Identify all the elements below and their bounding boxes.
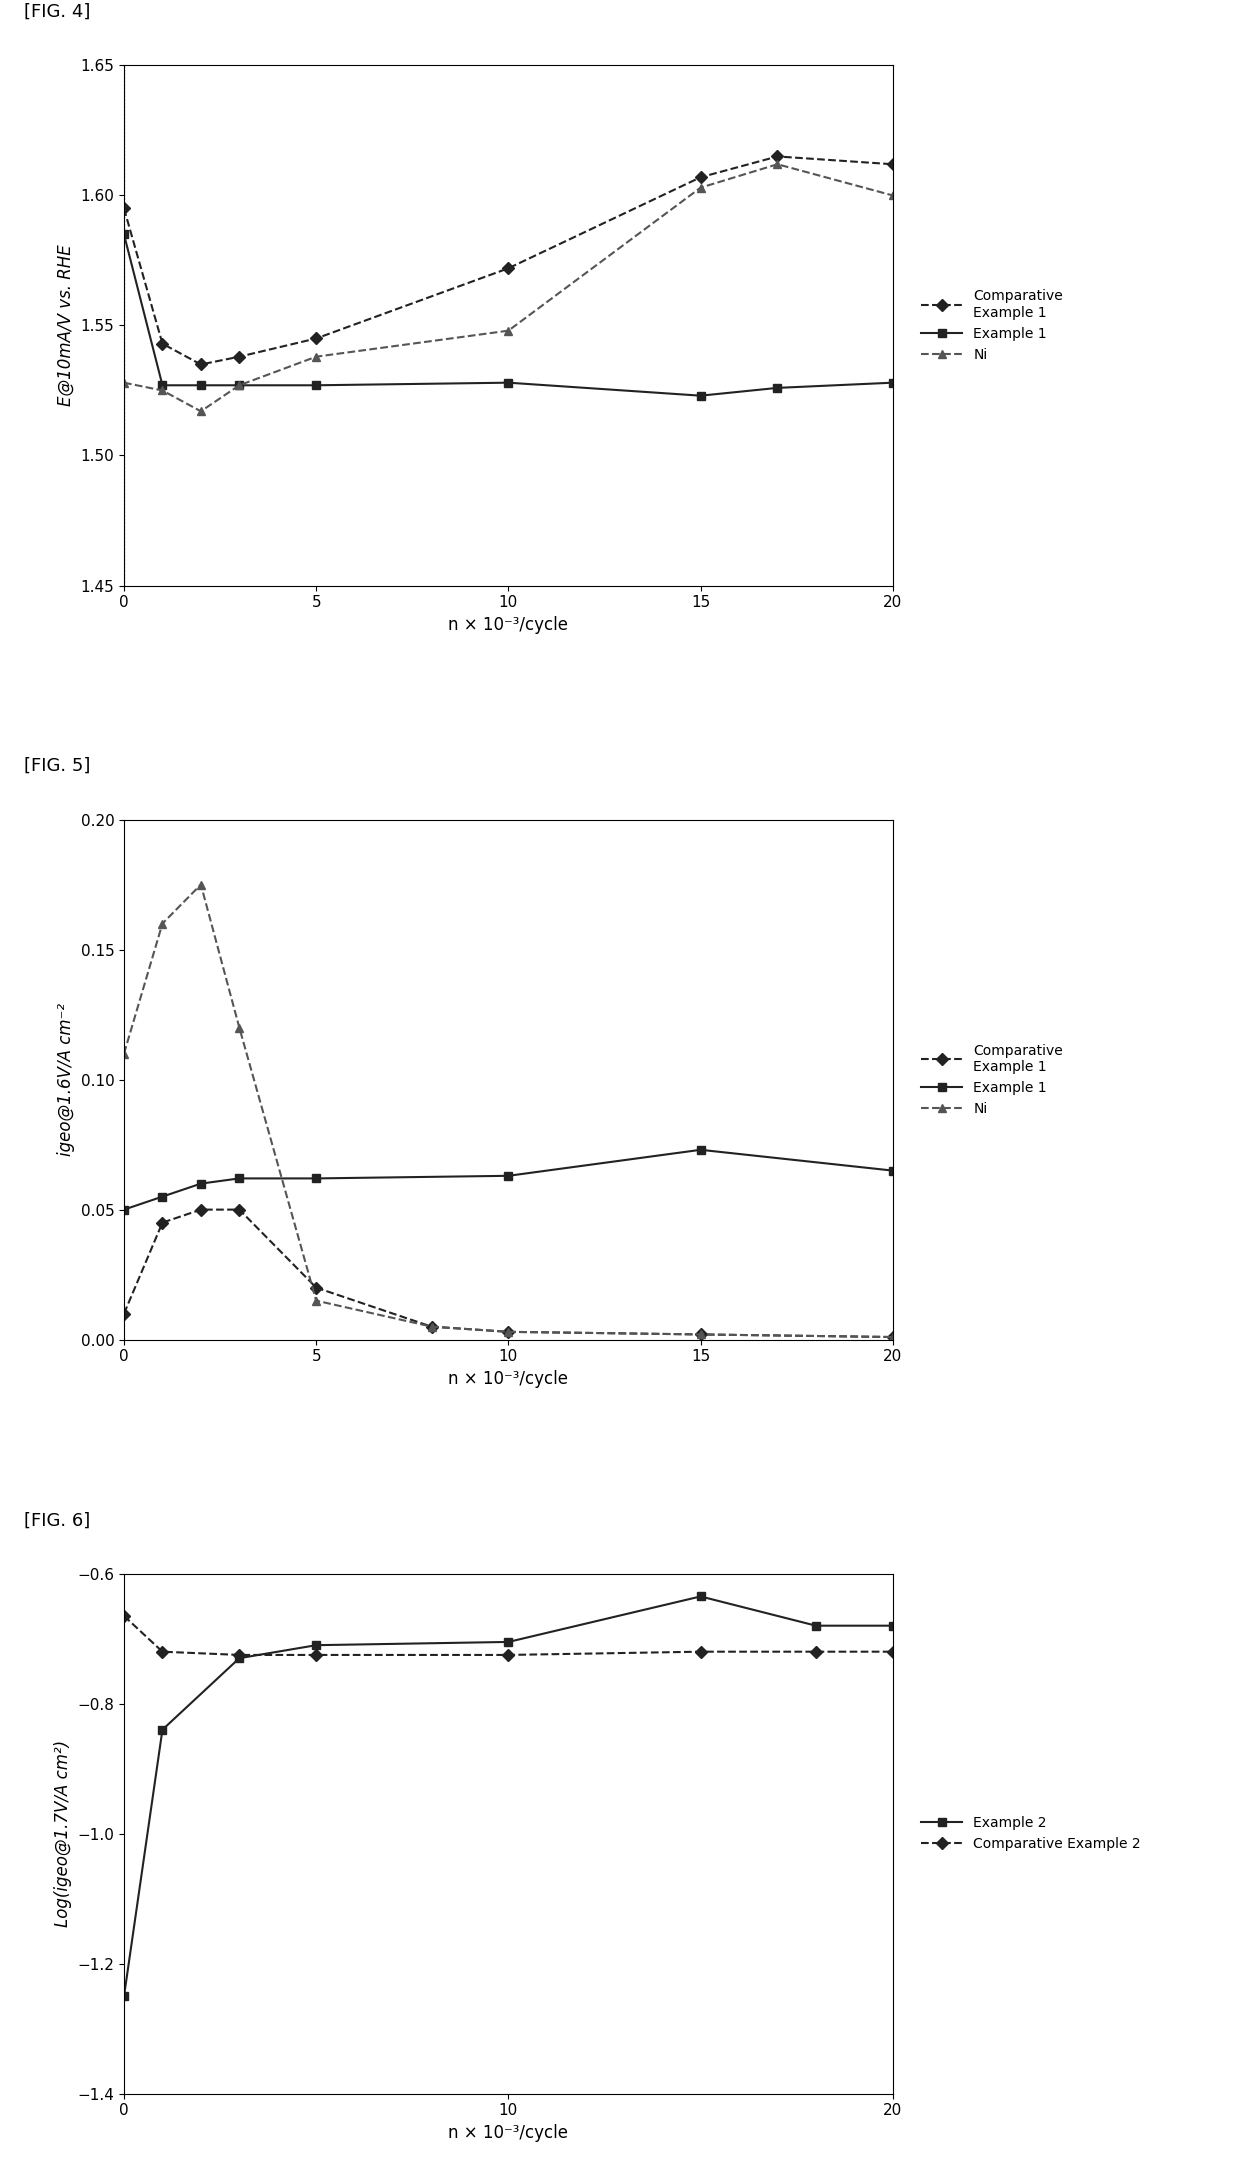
Comparative
Example 1 — [424, 1313, 439, 1339]
Example 2 — [117, 1983, 131, 2009]
Ni — [232, 373, 247, 399]
Legend: Comparative
Example 1, Example 1, Ni: Comparative Example 1, Example 1, Ni — [915, 1038, 1069, 1121]
Line: Example 2: Example 2 — [120, 1592, 897, 2000]
Comparative Example 2 — [155, 1638, 170, 1664]
Example 1 — [193, 1171, 208, 1197]
Ni — [501, 1320, 516, 1346]
Line: Ni: Ni — [120, 159, 897, 414]
Comparative
Example 1 — [117, 1300, 131, 1326]
X-axis label: n × 10⁻³/cycle: n × 10⁻³/cycle — [449, 615, 568, 635]
Comparative
Example 1 — [155, 332, 170, 358]
Example 2 — [693, 1583, 708, 1610]
Example 1 — [770, 375, 785, 401]
Comparative Example 2 — [117, 1603, 131, 1629]
Comparative
Example 1 — [309, 325, 324, 351]
Comparative
Example 1 — [232, 345, 247, 371]
Example 2 — [808, 1612, 823, 1638]
Line: Example 1: Example 1 — [120, 231, 897, 399]
Comparative
Example 1 — [693, 1322, 708, 1348]
Ni — [155, 909, 170, 936]
Text: [FIG. 5]: [FIG. 5] — [24, 757, 91, 774]
Example 1 — [232, 1165, 247, 1191]
Ni — [232, 1014, 247, 1040]
Example 1 — [155, 373, 170, 399]
Example 1 — [885, 1158, 900, 1184]
Ni — [309, 1287, 324, 1313]
Comparative Example 2 — [232, 1642, 247, 1668]
Ni — [501, 318, 516, 345]
Line: Comparative
Example 1: Comparative Example 1 — [120, 1206, 897, 1341]
Comparative
Example 1 — [885, 1324, 900, 1350]
Legend: Example 2, Comparative Example 2: Example 2, Comparative Example 2 — [915, 1810, 1147, 1856]
Text: [FIG. 4]: [FIG. 4] — [24, 2, 91, 22]
Line: Ni: Ni — [120, 881, 897, 1341]
Comparative
Example 1 — [117, 196, 131, 222]
Ni — [117, 369, 131, 395]
Comparative
Example 1 — [501, 255, 516, 281]
Comparative
Example 1 — [501, 1320, 516, 1346]
Line: Comparative
Example 1: Comparative Example 1 — [120, 153, 897, 369]
Ni — [885, 183, 900, 209]
Example 1 — [693, 382, 708, 408]
Comparative Example 2 — [808, 1638, 823, 1664]
Example 1 — [155, 1184, 170, 1210]
Example 1 — [117, 1197, 131, 1224]
Ni — [155, 377, 170, 403]
Example 1 — [501, 1162, 516, 1189]
Line: Example 1: Example 1 — [120, 1145, 897, 1215]
Example 1 — [309, 1165, 324, 1191]
Example 2 — [155, 1716, 170, 1743]
Ni — [193, 872, 208, 899]
Ni — [693, 174, 708, 201]
Comparative Example 2 — [309, 1642, 324, 1668]
Example 1 — [693, 1136, 708, 1162]
Y-axis label: igeo@1.6V/A cm⁻²: igeo@1.6V/A cm⁻² — [57, 1003, 74, 1156]
Ni — [117, 1040, 131, 1067]
X-axis label: n × 10⁻³/cycle: n × 10⁻³/cycle — [449, 1370, 568, 1387]
Y-axis label: Log(igeo@1.7V/A cm²): Log(igeo@1.7V/A cm²) — [53, 1740, 72, 1928]
X-axis label: n × 10⁻³/cycle: n × 10⁻³/cycle — [449, 2124, 568, 2142]
Comparative
Example 1 — [193, 1197, 208, 1224]
Ni — [193, 399, 208, 425]
Comparative Example 2 — [693, 1638, 708, 1664]
Comparative
Example 1 — [885, 150, 900, 177]
Example 2 — [309, 1631, 324, 1658]
Ni — [424, 1313, 439, 1339]
Comparative
Example 1 — [193, 351, 208, 377]
Text: [FIG. 6]: [FIG. 6] — [24, 1511, 91, 1529]
Example 2 — [885, 1612, 900, 1638]
Example 1 — [885, 369, 900, 395]
Comparative Example 2 — [885, 1638, 900, 1664]
Comparative
Example 1 — [770, 144, 785, 170]
Ni — [770, 150, 785, 177]
Comparative
Example 1 — [693, 164, 708, 190]
Example 1 — [232, 373, 247, 399]
Ni — [885, 1324, 900, 1350]
Example 2 — [232, 1644, 247, 1671]
Comparative Example 2 — [501, 1642, 516, 1668]
Example 1 — [501, 369, 516, 395]
Example 1 — [193, 373, 208, 399]
Ni — [693, 1322, 708, 1348]
Comparative
Example 1 — [232, 1197, 247, 1224]
Y-axis label: E@10mA/V vs. RHE: E@10mA/V vs. RHE — [57, 244, 74, 406]
Example 1 — [117, 222, 131, 249]
Ni — [309, 345, 324, 371]
Comparative
Example 1 — [155, 1210, 170, 1237]
Line: Comparative Example 2: Comparative Example 2 — [120, 1612, 897, 1660]
Example 1 — [309, 373, 324, 399]
Example 2 — [501, 1629, 516, 1655]
Legend: Comparative
Example 1, Example 1, Ni: Comparative Example 1, Example 1, Ni — [915, 284, 1069, 366]
Comparative
Example 1 — [309, 1274, 324, 1300]
